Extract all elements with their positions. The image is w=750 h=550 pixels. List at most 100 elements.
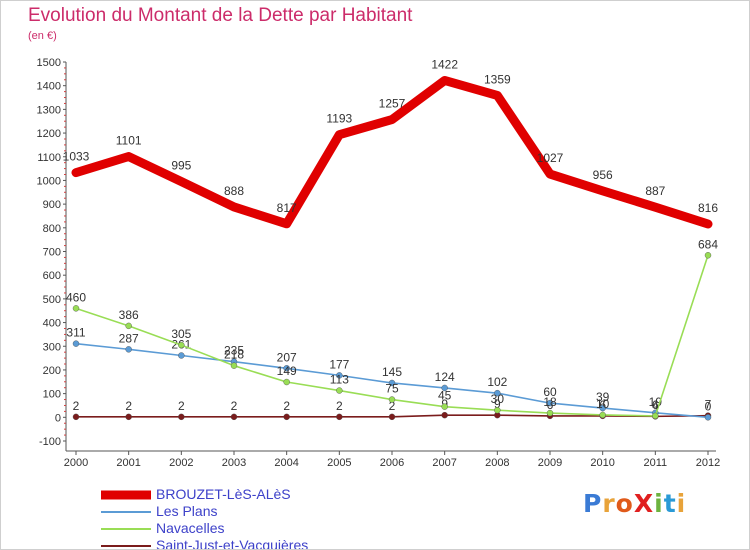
logo-letter: t bbox=[663, 489, 677, 518]
x-tick-label: 2008 bbox=[485, 457, 509, 469]
logo-letter: r bbox=[602, 489, 616, 518]
data-label: 2 bbox=[125, 399, 132, 413]
chart-title: Evolution du Montant de la Dette par Hab… bbox=[28, 5, 413, 26]
data-label: 218 bbox=[224, 348, 244, 362]
data-label: 2 bbox=[178, 399, 185, 413]
proxiti-logo: ProXiti bbox=[583, 489, 686, 518]
data-label: 113 bbox=[330, 373, 349, 387]
data-point bbox=[125, 322, 132, 330]
y-tick-label: 600 bbox=[43, 270, 61, 282]
logo-letter: P bbox=[583, 489, 603, 518]
data-label: 386 bbox=[119, 308, 139, 322]
legend-label-les-plans: Les Plans bbox=[156, 503, 218, 519]
x-tick-label: 2003 bbox=[222, 457, 246, 469]
data-label: 124 bbox=[435, 370, 455, 384]
data-label: 2 bbox=[336, 399, 343, 413]
y-tick-label: 0 bbox=[55, 412, 61, 424]
y-tick-label: 1200 bbox=[37, 128, 61, 140]
data-point bbox=[125, 153, 132, 160]
data-label: 1101 bbox=[116, 134, 142, 148]
data-label: 30 bbox=[491, 392, 505, 406]
y-tick-label: 100 bbox=[43, 389, 61, 401]
legend-swatch-les-plans bbox=[101, 510, 151, 513]
legend-label-navacelles: Navacelles bbox=[156, 520, 225, 536]
data-label: 956 bbox=[593, 168, 613, 182]
data-label: 684 bbox=[698, 237, 718, 251]
data-label: 149 bbox=[277, 364, 297, 378]
data-label: 145 bbox=[382, 365, 402, 379]
data-point bbox=[704, 414, 712, 421]
y-tick-label: 1500 bbox=[37, 57, 61, 69]
data-point bbox=[652, 204, 659, 211]
x-tick-label: 2005 bbox=[327, 457, 351, 469]
data-point bbox=[125, 413, 132, 421]
x-tick-label: 2010 bbox=[590, 457, 614, 469]
data-label: 6 bbox=[652, 398, 659, 412]
y-tick-label: 700 bbox=[43, 247, 61, 259]
y-tick-label: 900 bbox=[43, 199, 61, 211]
y-tick-label: 1100 bbox=[37, 152, 61, 164]
data-label: 1033 bbox=[63, 150, 90, 164]
data-point bbox=[178, 413, 185, 421]
data-point bbox=[705, 221, 711, 228]
data-label: 1193 bbox=[326, 112, 352, 126]
data-point bbox=[73, 169, 79, 176]
data-point bbox=[441, 403, 448, 410]
data-point bbox=[178, 178, 185, 185]
data-label: 207 bbox=[277, 350, 297, 364]
data-point bbox=[336, 372, 343, 379]
x-tick-label: 2001 bbox=[116, 457, 140, 469]
data-label: 2 bbox=[231, 399, 238, 413]
data-point bbox=[283, 378, 290, 386]
data-label: 10 bbox=[596, 397, 610, 411]
data-label: 817 bbox=[277, 201, 297, 215]
logo-letter: X bbox=[633, 489, 655, 518]
data-point bbox=[178, 352, 185, 359]
data-point bbox=[336, 387, 343, 394]
x-tick-label: 2002 bbox=[169, 457, 193, 469]
x-tick-label: 2004 bbox=[274, 457, 298, 469]
data-point bbox=[283, 220, 290, 227]
x-tick-label: 2009 bbox=[538, 457, 562, 469]
data-point bbox=[546, 399, 554, 407]
data-point bbox=[72, 305, 80, 312]
x-tick-label: 2007 bbox=[432, 457, 456, 469]
data-point bbox=[125, 346, 132, 353]
data-point bbox=[494, 389, 501, 397]
legend-swatch-brouzet bbox=[101, 490, 151, 499]
data-label: 0 bbox=[705, 399, 712, 413]
data-label: 18 bbox=[543, 395, 557, 409]
data-point bbox=[388, 379, 396, 387]
data-label: 995 bbox=[171, 159, 191, 173]
data-label: 311 bbox=[66, 326, 85, 340]
data-point bbox=[283, 365, 290, 372]
data-point bbox=[494, 407, 501, 414]
y-tick-label: 1300 bbox=[37, 104, 61, 116]
data-label: 816 bbox=[698, 201, 718, 215]
data-label: 1422 bbox=[431, 57, 458, 71]
data-label: 2 bbox=[389, 399, 396, 413]
legend-label-saint-just: Saint-Just-et-Vacquières bbox=[156, 537, 309, 550]
data-point bbox=[230, 362, 238, 369]
data-point bbox=[231, 203, 237, 210]
data-label: 2 bbox=[73, 399, 80, 413]
data-point bbox=[441, 77, 448, 84]
logo-letter: o bbox=[615, 489, 634, 518]
data-label: 9 bbox=[494, 397, 501, 411]
y-tick-label: 1000 bbox=[37, 175, 61, 187]
data-label: 1257 bbox=[379, 97, 406, 111]
y-tick-label: 500 bbox=[43, 294, 61, 306]
legend-swatch-navacelles bbox=[101, 527, 151, 530]
x-tick-label: 2012 bbox=[696, 457, 720, 469]
data-label: 4 bbox=[652, 398, 659, 412]
x-tick-label: 2006 bbox=[380, 457, 404, 469]
y-tick-label: 200 bbox=[43, 365, 61, 377]
chart-unit: (en €) bbox=[28, 30, 57, 42]
data-point bbox=[388, 396, 396, 403]
data-label: 2 bbox=[283, 399, 290, 413]
data-label: 60 bbox=[543, 385, 557, 399]
data-label: 177 bbox=[329, 357, 349, 371]
y-tick-label: -100 bbox=[39, 436, 61, 448]
data-point bbox=[336, 131, 343, 138]
